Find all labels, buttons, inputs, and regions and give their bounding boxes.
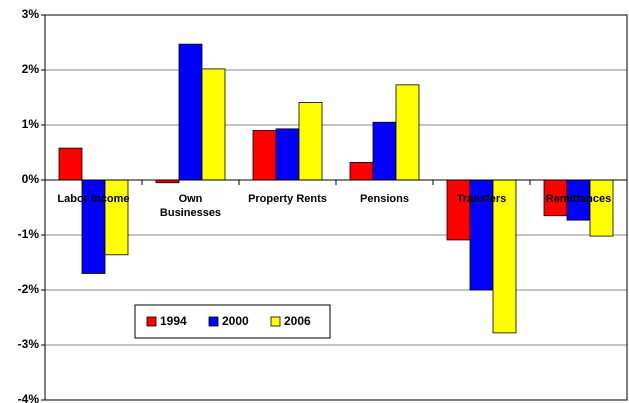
legend-swatch (146, 316, 157, 327)
y-tick-label: 2% (22, 62, 40, 76)
bar (201, 68, 226, 181)
x-tick-label: Transfers (456, 193, 507, 205)
bar (298, 102, 323, 181)
y-tick-label: -1% (18, 227, 40, 241)
bar (589, 179, 614, 237)
x-tick-label: Remittances (545, 193, 612, 205)
x-tick-label: Own Businesses (159, 193, 222, 219)
bar (178, 43, 203, 181)
bar (372, 121, 397, 181)
legend-label: 2006 (284, 314, 311, 328)
bar (252, 130, 277, 181)
y-tick-label: -2% (18, 282, 40, 296)
legend-label: 2000 (222, 314, 249, 328)
y-tick-label: -3% (18, 337, 40, 351)
legend-label: 1994 (160, 314, 187, 328)
y-tick-label: 0% (22, 172, 40, 186)
bar (58, 147, 83, 181)
bar (395, 84, 420, 181)
y-tick-label: -4% (18, 392, 40, 403)
bar (349, 161, 374, 181)
plot-border (44, 14, 628, 401)
y-tick-label: 1% (22, 117, 40, 131)
y-tick-label: 3% (22, 7, 40, 21)
x-tick-label: Property Rents (248, 193, 327, 205)
legend-swatch (270, 316, 281, 327)
bar (446, 179, 471, 241)
x-tick-label: Labor Income (57, 193, 130, 205)
x-tick-label: Pensions (360, 193, 409, 205)
bar (275, 128, 300, 181)
legend-swatch (208, 316, 219, 327)
legend-box (134, 304, 331, 339)
